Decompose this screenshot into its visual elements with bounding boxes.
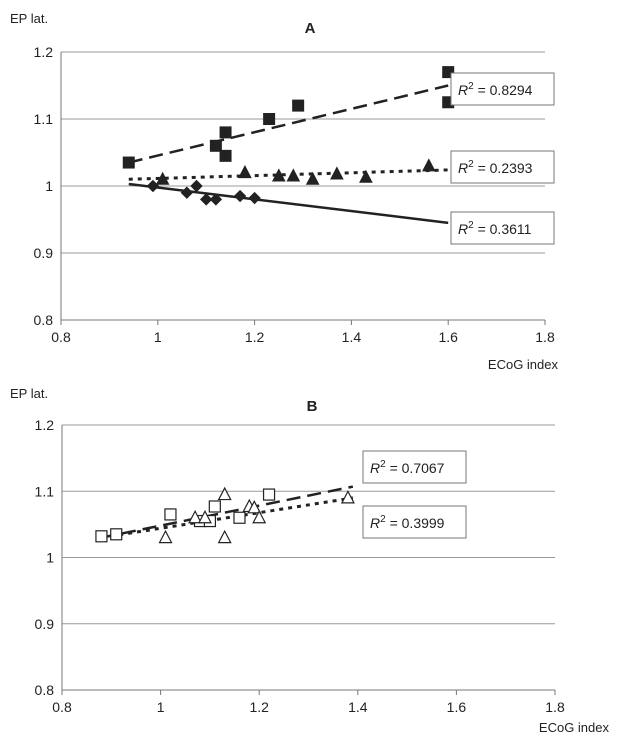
data-point-a-1 (271, 168, 286, 182)
y-tick-label-a: 1.1 (34, 111, 54, 127)
x-axis-label-a: ECoG index (488, 357, 559, 372)
data-point-a-1 (286, 168, 301, 182)
data-point-b-1 (158, 529, 173, 544)
x-tick-label-a: 1.4 (342, 329, 362, 345)
data-point-a-2 (146, 179, 160, 193)
axes-b (61, 425, 556, 695)
panel-label-a: A (305, 20, 316, 37)
data-point-a-1 (422, 158, 436, 172)
data-point-b-0 (95, 530, 108, 543)
x-tick-label-b: 1.6 (447, 699, 467, 715)
r2-labels-a: R2 = 0.8294 R2 = 0.2393 R2 = 0.3611 (450, 72, 555, 245)
data-point-a-2 (180, 186, 194, 199)
r2-label-a-0: R2 = 0.8294 (458, 81, 533, 98)
y-tick-label-a: 0.8 (34, 312, 54, 328)
data-point-a-0 (292, 99, 305, 112)
r2-label-box-a-1 (450, 150, 555, 184)
data-point-a-1 (305, 171, 320, 185)
data-point-a-0 (122, 156, 135, 169)
data-point-b-0 (262, 488, 276, 501)
chart-panel-b: B EP lat. ECoG index 0.8 1 1.2 1.4 1.6 1.8 0.… (10, 386, 609, 735)
y-tick-label-b: 1.2 (35, 417, 55, 433)
y-axis-label-b: EP lat. (10, 386, 48, 401)
r2-label-box-b-0 (362, 450, 467, 484)
data-point-b-1 (217, 486, 232, 501)
data-point-a-1 (330, 166, 344, 180)
data-point-a-2 (233, 189, 247, 203)
y-tick-label-b: 1.1 (35, 483, 55, 499)
r2-label-box-a-2 (450, 211, 555, 245)
data-point-b-0 (233, 511, 246, 524)
data-point-b-1 (247, 500, 262, 514)
x-tick-label-b: 1 (157, 699, 165, 715)
trendline-a-0 (128, 84, 449, 164)
y-tick-label-a: 0.9 (34, 245, 54, 261)
data-point-a-0 (263, 113, 276, 125)
r2-label-a-2: R2 = 0.3611 (458, 220, 532, 237)
x-tick-label-a: 1.6 (438, 329, 458, 345)
y-axis-label-a: EP lat. (10, 11, 48, 26)
y-tick-label-a: 1 (45, 178, 53, 194)
data-point-a-0 (219, 126, 232, 139)
x-tick-label-b: 1.4 (348, 699, 368, 715)
r2-label-b-1: R2 = 0.3999 (370, 514, 445, 531)
y-tick-label-b: 0.9 (35, 616, 55, 632)
data-point-a-0 (219, 149, 232, 162)
trendline-a-2 (128, 182, 449, 225)
data-point-b-1 (252, 509, 267, 524)
y-tick-labels-b: 0.8 0.9 1 1.1 1.2 (35, 417, 55, 698)
data-point-a-1 (155, 171, 170, 185)
y-tick-label-a: 1.2 (34, 44, 54, 60)
x-tick-label-a: 1.8 (535, 329, 555, 345)
x-tick-label-b: 1.8 (545, 699, 565, 715)
trendline-b-1 (101, 496, 354, 540)
x-tick-label-a: 1 (154, 329, 162, 345)
trendlines-b (101, 485, 354, 540)
r2-label-box-b-1 (362, 505, 467, 539)
chart-panel-a: A EP lat. ECoG index 0.8 1 1.2 1.4 1.6 1.8 0.… (10, 11, 558, 372)
data-point-a-1 (359, 169, 373, 183)
gridlines-b (62, 424, 555, 691)
r2-label-b-0: R2 = 0.7067 (370, 459, 445, 476)
r2-labels-b: R2 = 0.7067 R2 = 0.3999 (362, 450, 467, 539)
y-tick-label-b: 0.8 (35, 682, 55, 698)
data-point-a-2 (209, 193, 223, 206)
data-point-b-0 (164, 508, 177, 521)
data-point-b-1 (340, 490, 355, 504)
data-point-a-0 (209, 139, 222, 152)
data-point-a-2 (248, 191, 261, 205)
panel-label-b: B (307, 398, 318, 415)
data-point-b-0 (110, 528, 123, 541)
x-tick-label-b: 0.8 (52, 699, 72, 715)
x-tick-label-a: 1.2 (245, 329, 265, 345)
trendline-b-0 (101, 485, 354, 539)
data-point-a-2 (199, 193, 213, 206)
data-point-b-1 (217, 529, 232, 544)
x-tick-label-a: 0.8 (51, 329, 71, 345)
x-tick-labels-a: 0.8 1 1.2 1.4 1.6 1.8 (51, 329, 555, 345)
axes-a (60, 52, 546, 325)
data-points-b (95, 486, 355, 544)
data-point-a-2 (190, 179, 203, 193)
y-tick-labels-a: 0.8 0.9 1 1.1 1.2 (34, 44, 54, 328)
data-point-b-1 (197, 509, 212, 524)
data-point-b-0 (208, 500, 221, 513)
data-point-a-1 (238, 165, 252, 179)
r2-label-box-a-0 (450, 72, 555, 106)
r2-label-a-1: R2 = 0.2393 (458, 159, 533, 176)
trendlines-a (128, 84, 449, 225)
data-point-b-1 (188, 509, 203, 524)
x-tick-label-b: 1.2 (249, 699, 269, 715)
data-point-a-0 (442, 66, 455, 79)
data-points-a (122, 66, 455, 206)
x-axis-label-b: ECoG index (539, 720, 610, 735)
x-tick-labels-b: 0.8 1 1.2 1.4 1.6 1.8 (52, 699, 565, 715)
y-tick-label-b: 1 (46, 550, 54, 566)
